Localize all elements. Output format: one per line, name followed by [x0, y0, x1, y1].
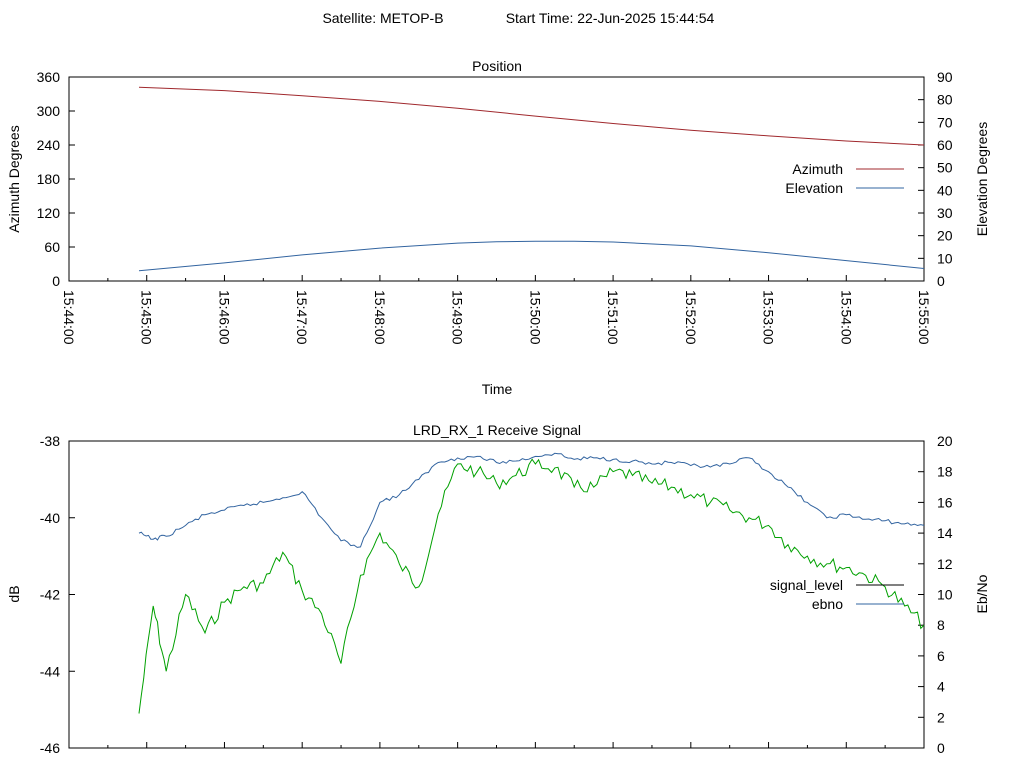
y-tick-label: -46 — [40, 740, 60, 756]
y-tick-label: -38 — [40, 433, 60, 449]
satellite-label: Satellite: METOP-B — [322, 10, 443, 26]
x-tick-label: 15:49:00 — [450, 290, 466, 345]
y2-tick-label: 20 — [937, 228, 953, 244]
y2-tick-label: 0 — [937, 740, 945, 756]
signal-plot-frame — [68, 440, 925, 749]
x-tick-label: 15:45:00 — [139, 290, 155, 345]
y2-tick-label: 12 — [937, 556, 953, 572]
position-legend: Azimuth Elevation — [785, 161, 904, 196]
y2-tick-label: 2 — [937, 709, 945, 725]
x-tick-label: 15:47:00 — [294, 290, 310, 345]
legend-azimuth-label: Azimuth — [792, 161, 843, 177]
position-series — [138, 86, 925, 272]
series-line-Elevation — [138, 240, 925, 272]
y2-tick-label: 30 — [937, 205, 953, 221]
signal-chart-title: LRD_RX_1 Receive Signal — [413, 422, 581, 438]
y-tick-label: 300 — [37, 103, 61, 119]
signal-y2-axis-label: Eb/No — [974, 574, 990, 613]
y-tick-label: 240 — [37, 137, 61, 153]
x-tick-label: 15:52:00 — [683, 290, 699, 345]
legend-ebno-label: ebno — [812, 596, 843, 612]
y2-tick-label: 40 — [937, 182, 953, 198]
y-tick-label: -40 — [40, 510, 60, 526]
y-tick-label: 180 — [37, 171, 61, 187]
x-tick-label: 15:54:00 — [838, 290, 854, 345]
y2-tick-label: 80 — [937, 92, 953, 108]
y-tick-label: -42 — [40, 587, 60, 603]
start-time-label: Start Time: 22-Jun-2025 15:44:54 — [506, 10, 715, 26]
signal-series — [138, 452, 925, 714]
y-tick-label: 0 — [52, 273, 60, 289]
y2-tick-label: 16 — [937, 494, 953, 510]
y2-tick-label: 0 — [937, 273, 945, 289]
legend-signal-level-label: signal_level — [770, 577, 843, 593]
y2-tick-label: 10 — [937, 587, 953, 603]
x-tick-label: 15:46:00 — [216, 290, 232, 345]
y2-tick-label: 14 — [937, 525, 953, 541]
y2-tick-label: 4 — [937, 679, 945, 695]
x-tick-label: 15:51:00 — [605, 290, 621, 345]
x-tick-label: 15:53:00 — [761, 290, 777, 345]
position-plot-frame — [68, 76, 925, 282]
y2-tick-label: 60 — [937, 137, 953, 153]
signal-y-axis-label: dB — [6, 585, 22, 602]
y2-tick-label: 6 — [937, 648, 945, 664]
y-tick-label: -44 — [40, 663, 60, 679]
y2-tick-label: 70 — [937, 114, 953, 130]
position-y2-axis-label: Elevation Degrees — [974, 122, 990, 236]
position-x-axis-label: Time — [482, 381, 513, 397]
x-tick-label: 15:48:00 — [372, 290, 388, 345]
position-axes: 0 60 120 180 240 300 360 0 10 20 30 40 50 60 70 80 90 15:… — [37, 69, 953, 345]
y2-tick-label: 50 — [937, 160, 953, 176]
position-chart: Position 0 60 120 180 240 300 360 0 10 20 30 40 50 60… — [6, 58, 990, 397]
series-line-ebno — [138, 452, 925, 548]
signal-legend: signal_level ebno — [770, 577, 904, 612]
y-tick-label: 120 — [37, 205, 61, 221]
y2-tick-label: 8 — [937, 617, 945, 633]
series-line-Azimuth — [138, 86, 925, 146]
position-y-axis-label: Azimuth Degrees — [6, 125, 22, 232]
x-tick-label: 15:50:00 — [527, 290, 543, 345]
y2-tick-label: 20 — [937, 433, 953, 449]
y-tick-label: 60 — [44, 239, 60, 255]
y2-tick-label: 10 — [937, 250, 953, 266]
y2-tick-label: 18 — [937, 464, 953, 480]
series-line-signal_level — [138, 458, 925, 714]
x-tick-label: 15:55:00 — [916, 290, 932, 345]
x-tick-label: 15:44:00 — [61, 290, 77, 345]
legend-elevation-label: Elevation — [785, 180, 843, 196]
signal-axes: -46 -44 -42 -40 -38 0 2 4 6 8 10 12 14 16 18 20 — [40, 433, 953, 756]
signal-chart: LRD_RX_1 Receive Signal -46 -44 -42 -40 -38 0… — [6, 422, 990, 756]
y-tick-label: 360 — [37, 69, 61, 85]
position-chart-title: Position — [472, 58, 522, 74]
y2-tick-label: 90 — [937, 69, 953, 85]
